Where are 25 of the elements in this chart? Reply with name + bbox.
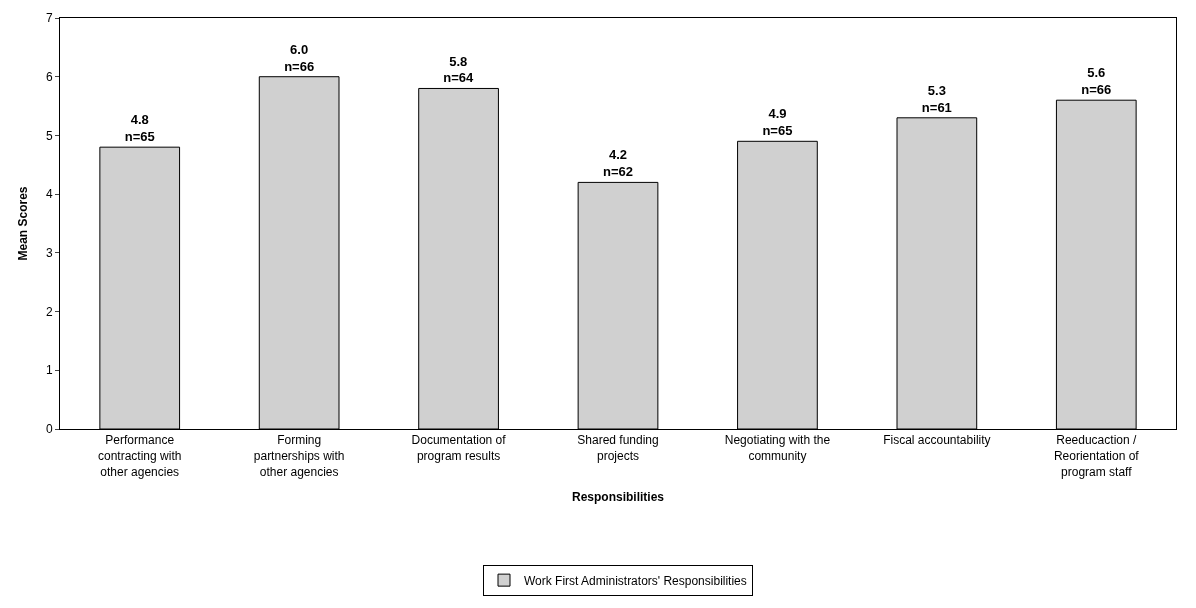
legend-label: Work First Administrators' Responsibilities — [524, 573, 747, 588]
y-tick-label: 7 — [45, 11, 53, 26]
y-axis-title: Mean Scores — [16, 186, 31, 261]
data-label: 6.0 n=66 — [284, 41, 315, 74]
data-label: 4.2 n=62 — [603, 147, 633, 180]
y-tick-label: 5 — [45, 128, 53, 143]
x-tick-label: Forming partnerships with other agencies — [253, 433, 345, 479]
y-tick-label: 1 — [45, 363, 53, 378]
data-label: 5.8 n=64 — [443, 53, 474, 86]
x-axis-title: Responsibilities — [571, 490, 665, 505]
x-tick-label: Negotiating with the community — [724, 433, 831, 463]
y-tick-label: 4 — [45, 187, 53, 202]
x-tick-label: Documentation of program results — [411, 433, 507, 463]
y-tick-label: 3 — [45, 246, 53, 261]
y-tick-label: 0 — [45, 422, 53, 437]
data-label: 5.3 n=61 — [921, 82, 952, 115]
x-tick-label: Reeducaction / Reorientation of program staff — [1053, 433, 1140, 479]
y-tick-label: 6 — [45, 69, 53, 84]
x-tick-label: Fiscal accountability — [883, 433, 991, 448]
data-label: 4.9 n=65 — [762, 106, 793, 139]
data-label: 5.6 n=66 — [1081, 65, 1112, 98]
y-tick-label: 2 — [45, 304, 53, 319]
x-tick-label: Performance contracting with other agencies — [98, 433, 182, 479]
data-label: 4.8 n=65 — [124, 112, 155, 145]
x-tick-label: Shared funding projects — [577, 433, 659, 463]
